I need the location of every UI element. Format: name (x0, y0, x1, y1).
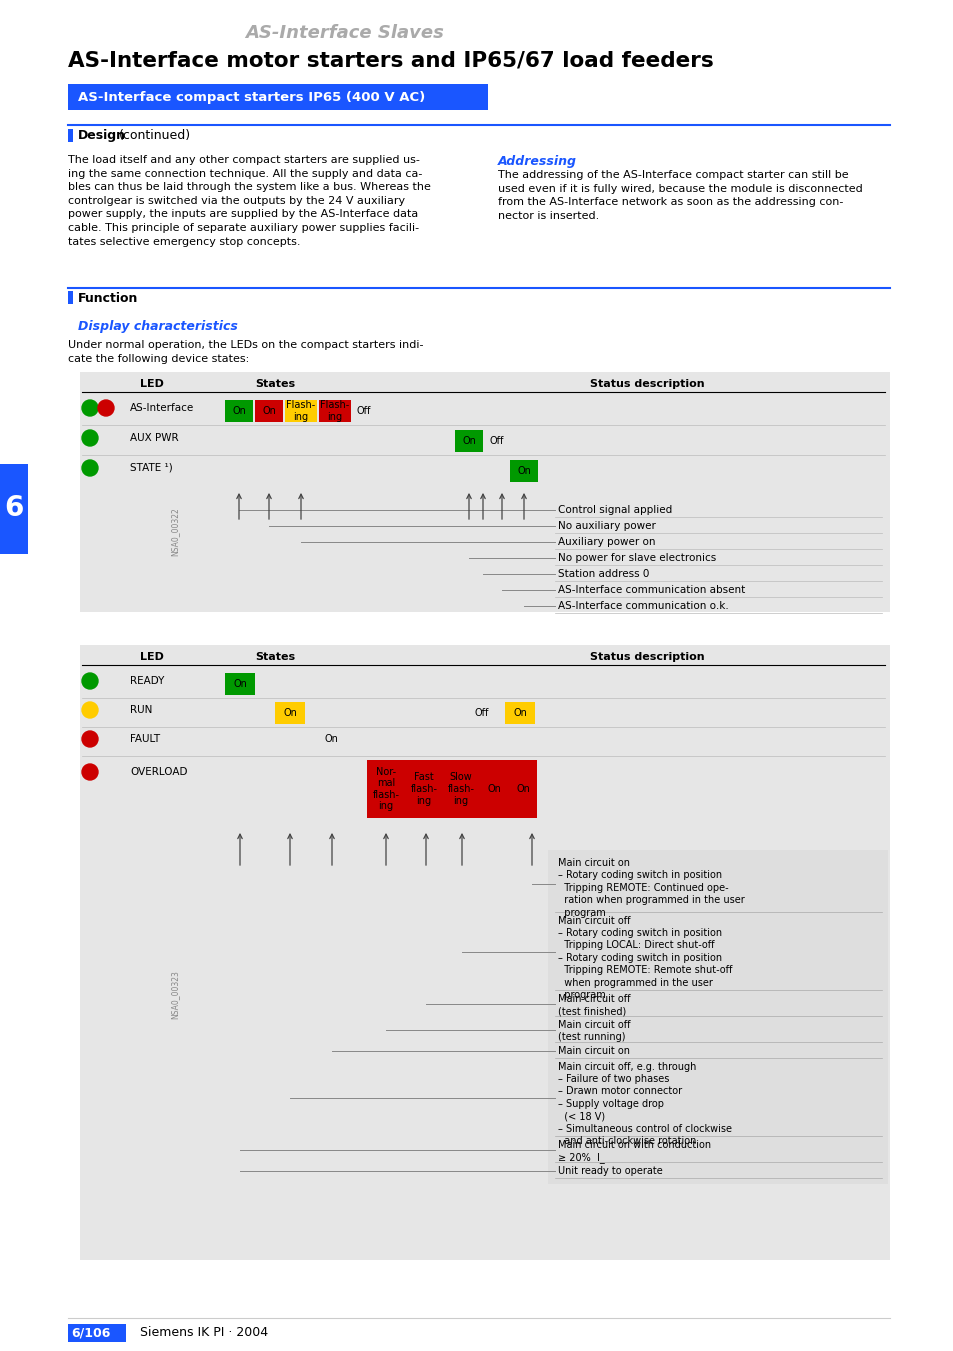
Text: On: On (325, 734, 338, 744)
Text: Flash-
ing: Flash- ing (286, 400, 315, 422)
Bar (367, 761, 537, 817)
Text: Station address 0: Station address 0 (558, 569, 649, 580)
Text: Flash-
ing: Flash- ing (320, 400, 349, 422)
Text: Display characteristics: Display characteristics (78, 320, 237, 332)
Text: (continued): (continued) (119, 130, 191, 142)
Text: On: On (232, 407, 246, 416)
Text: NSA0_00322: NSA0_00322 (170, 508, 179, 557)
Text: Off: Off (490, 436, 504, 446)
Circle shape (82, 459, 98, 476)
Text: Unit ready to operate: Unit ready to operate (558, 1166, 662, 1175)
Text: On: On (513, 708, 526, 717)
Circle shape (82, 765, 98, 780)
Text: Fast
flash-
ing: Fast flash- ing (410, 773, 437, 805)
Bar (68, 290, 73, 304)
Text: AS-Interface communication absent: AS-Interface communication absent (558, 585, 744, 594)
Text: Siemens IK PI · 2004: Siemens IK PI · 2004 (140, 1327, 268, 1339)
Bar (254, 400, 283, 422)
Text: Main circuit off, e.g. through
– Failure of two phases
– Drawn motor connector
–: Main circuit off, e.g. through – Failure… (558, 1062, 731, 1146)
Text: States: States (254, 653, 294, 662)
Text: LED: LED (140, 380, 164, 389)
Text: RUN: RUN (130, 705, 152, 715)
Bar (504, 703, 535, 724)
Bar (80, 372, 889, 612)
Text: The addressing of the AS-Interface compact starter can still be
used even if it : The addressing of the AS-Interface compa… (497, 170, 862, 220)
Bar (274, 703, 305, 724)
Bar (225, 673, 254, 694)
Text: LED: LED (140, 653, 164, 662)
Text: OVERLOAD: OVERLOAD (130, 767, 188, 777)
Bar (285, 400, 316, 422)
Text: Off: Off (475, 708, 489, 717)
Text: FAULT: FAULT (130, 734, 160, 744)
Text: AS-Interface: AS-Interface (130, 403, 194, 413)
Text: Status description: Status description (589, 380, 704, 389)
Circle shape (82, 400, 98, 416)
Bar (68, 128, 73, 142)
Circle shape (82, 731, 98, 747)
Text: Auxiliary power on: Auxiliary power on (558, 536, 655, 547)
Text: Main circuit on with conduction
≥ 20%  I_: Main circuit on with conduction ≥ 20% I_ (558, 1140, 710, 1163)
Text: Off: Off (356, 407, 371, 416)
Text: AS-Interface communication o.k.: AS-Interface communication o.k. (558, 601, 728, 611)
Text: NSA0_00323: NSA0_00323 (170, 970, 179, 1020)
Text: STATE ¹): STATE ¹) (130, 463, 172, 473)
Bar (0, 463, 28, 554)
Text: Main circuit off
– Rotary coding switch in position
  Tripping LOCAL: Direct shu: Main circuit off – Rotary coding switch … (558, 916, 732, 1000)
Text: On: On (517, 466, 531, 476)
Text: Function: Function (78, 292, 138, 304)
Text: No power for slave electronics: No power for slave electronics (558, 553, 716, 563)
Bar (68, 1324, 126, 1342)
Text: AS-Interface motor starters and IP65/67 load feeders: AS-Interface motor starters and IP65/67 … (68, 50, 713, 70)
Bar (547, 850, 887, 1183)
Text: AS-Interface Slaves: AS-Interface Slaves (245, 24, 443, 42)
Text: On: On (262, 407, 275, 416)
Text: Main circuit off
(test finished): Main circuit off (test finished) (558, 994, 630, 1016)
Text: States: States (254, 380, 294, 389)
Text: Addressing: Addressing (497, 155, 577, 168)
Text: Status description: Status description (589, 653, 704, 662)
Text: Control signal applied: Control signal applied (558, 505, 672, 515)
Bar (68, 84, 488, 109)
Circle shape (98, 400, 113, 416)
Bar (510, 459, 537, 482)
Bar (455, 430, 482, 453)
Text: Main circuit on: Main circuit on (558, 1046, 629, 1056)
Text: On: On (233, 680, 247, 689)
Bar (318, 400, 351, 422)
Circle shape (82, 430, 98, 446)
Text: READY: READY (130, 676, 164, 686)
Text: AUX PWR: AUX PWR (130, 434, 178, 443)
Bar (80, 644, 889, 1260)
Circle shape (82, 673, 98, 689)
Text: On: On (283, 708, 296, 717)
Text: AS-Interface compact starters IP65 (400 V AC): AS-Interface compact starters IP65 (400 … (78, 91, 425, 104)
Text: Under normal operation, the LEDs on the compact starters indi-
cate the followin: Under normal operation, the LEDs on the … (68, 340, 423, 363)
Text: Nor-
mal
flash-
ing: Nor- mal flash- ing (372, 766, 399, 812)
Circle shape (82, 703, 98, 717)
Text: On: On (516, 784, 529, 794)
Text: 6: 6 (5, 494, 24, 523)
Text: On: On (461, 436, 476, 446)
Text: Main circuit on
– Rotary coding switch in position
  Tripping REMOTE: Continued : Main circuit on – Rotary coding switch i… (558, 858, 744, 917)
Text: Main circuit off
(test running): Main circuit off (test running) (558, 1020, 630, 1043)
Text: Design: Design (78, 130, 126, 142)
Text: No auxiliary power: No auxiliary power (558, 521, 655, 531)
Text: 6/106: 6/106 (71, 1327, 111, 1339)
Bar (225, 400, 253, 422)
Text: The load itself and any other compact starters are supplied us-
ing the same con: The load itself and any other compact st… (68, 155, 431, 247)
Text: On: On (487, 784, 500, 794)
Text: Slow
flash-
ing: Slow flash- ing (447, 773, 474, 805)
